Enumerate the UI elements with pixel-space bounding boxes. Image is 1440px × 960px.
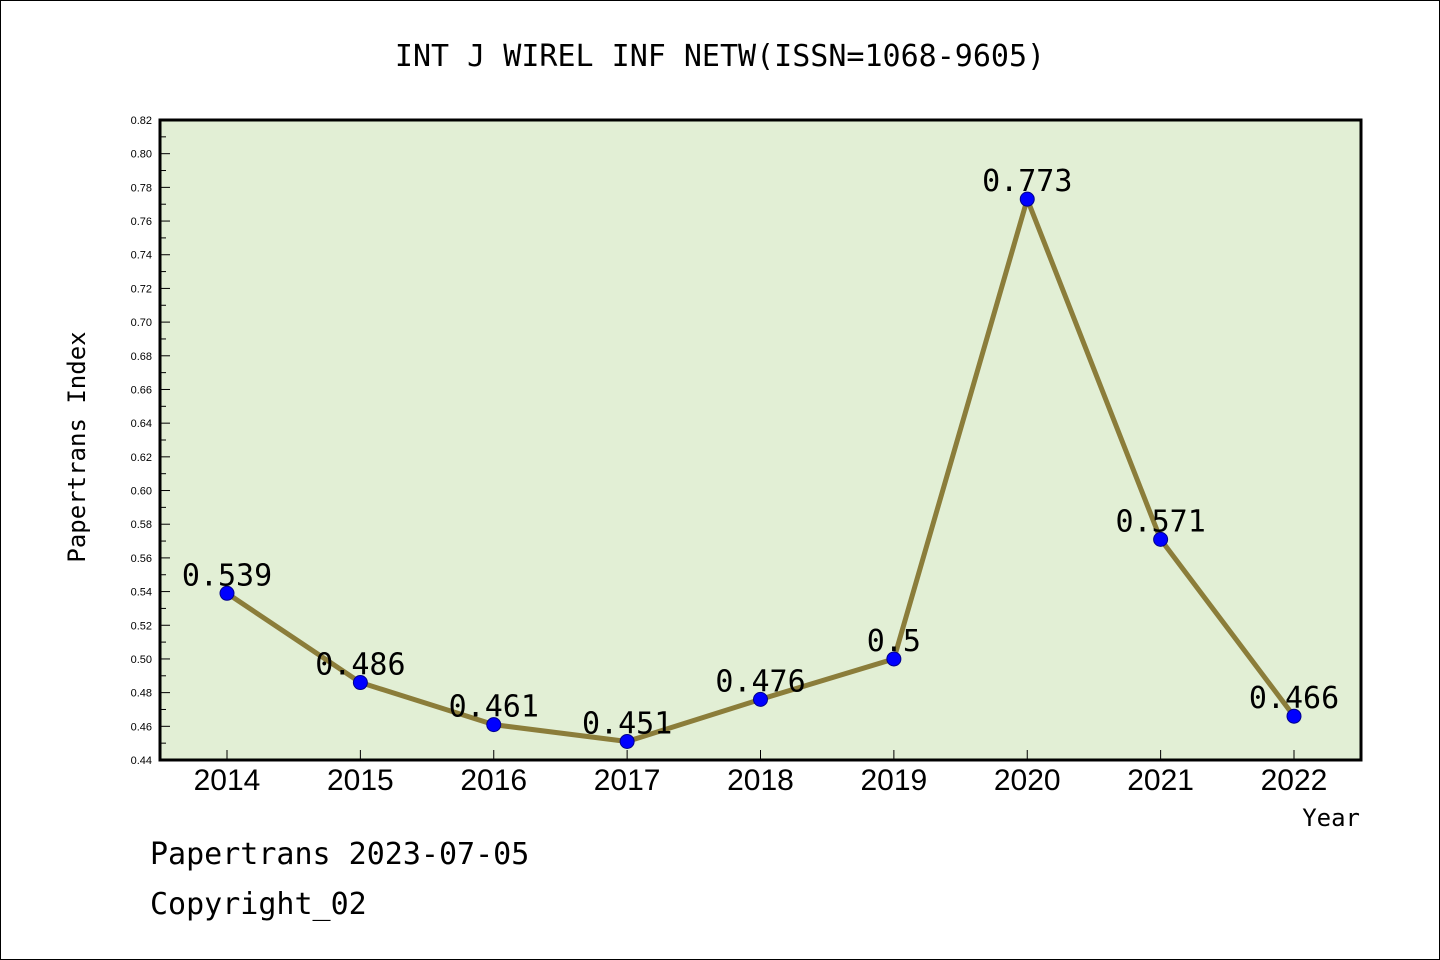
x-tick-label: 2019 <box>861 764 928 797</box>
y-tick-label: 0.62 <box>131 452 152 464</box>
x-tick-label: 2014 <box>194 764 261 797</box>
data-point <box>1019 191 1035 207</box>
data-label: 0.461 <box>449 690 539 725</box>
y-tick-label: 0.78 <box>131 182 152 194</box>
y-tick-label: 0.64 <box>131 418 152 430</box>
x-tick-label: 2020 <box>994 764 1061 797</box>
y-tick-label: 0.48 <box>131 688 152 700</box>
y-tick-label: 0.58 <box>131 519 152 531</box>
data-label: 0.5 <box>867 624 921 659</box>
plot-area <box>160 120 1361 760</box>
data-point <box>352 675 368 691</box>
y-tick-label: 0.68 <box>131 351 152 363</box>
y-tick-label: 0.60 <box>131 486 152 498</box>
y-tick-label: 0.76 <box>131 216 152 228</box>
chart-title: INT J WIREL INF NETW(ISSN=1068-9605) <box>395 39 1045 74</box>
data-labels: 0.539 0.486 0.461 0.451 0.476 0.5 0.773 0.571 0.… <box>182 164 1339 741</box>
y-tick-label: 0.46 <box>131 721 152 733</box>
y-tick-label: 0.80 <box>131 149 152 161</box>
y-tick-label: 0.72 <box>131 283 152 295</box>
y-tick-label: 0.74 <box>131 250 152 262</box>
y-tick-label: 0.56 <box>131 553 152 565</box>
y-tick-label: 0.54 <box>131 587 152 599</box>
data-label: 0.476 <box>715 664 805 699</box>
y-tick-label: 0.52 <box>131 620 152 632</box>
plot-border <box>158 118 1363 762</box>
y-axis-label: Papertrans Index <box>63 331 91 562</box>
x-axis-ticks: 2014 2015 2016 2017 2018 2019 2020 2021 2022 <box>194 750 1328 797</box>
x-tick-label: 2021 <box>1127 764 1194 797</box>
x-tick-label: 2022 <box>1261 764 1328 797</box>
data-point <box>753 691 768 707</box>
series-markers <box>219 191 1302 749</box>
data-point <box>486 717 502 733</box>
data-label: 0.539 <box>182 558 272 593</box>
x-tick-label: 2017 <box>594 764 661 797</box>
x-tick-label: 2015 <box>327 764 394 797</box>
data-point <box>219 585 235 601</box>
footer-date: Papertrans 2023-07-05 <box>150 837 529 872</box>
data-point <box>886 651 902 667</box>
footer-copyright: Copyright_02 <box>150 887 367 922</box>
y-tick-label: 0.82 <box>131 115 152 127</box>
x-axis-label: Year <box>1302 804 1360 832</box>
data-point <box>619 733 635 749</box>
data-label: 0.466 <box>1249 681 1339 716</box>
data-label: 0.571 <box>1115 504 1205 539</box>
y-tick-label: 0.50 <box>131 654 152 666</box>
data-point <box>1153 531 1169 547</box>
data-label: 0.773 <box>982 164 1072 199</box>
y-tick-label: 0.70 <box>131 317 152 329</box>
x-tick-label: 2018 <box>727 764 794 797</box>
data-label: 0.451 <box>582 706 672 741</box>
y-tick-label: 0.44 <box>131 755 152 767</box>
data-label: 0.486 <box>315 648 405 683</box>
x-tick-label: 2016 <box>460 764 527 797</box>
y-tick-label: 0.66 <box>131 384 152 396</box>
y-axis-ticks: 0.44 0.46 0.48 0.50 0.52 0.54 0.56 0.58 0.60 0.62… <box>131 115 170 767</box>
data-point <box>1286 708 1302 724</box>
